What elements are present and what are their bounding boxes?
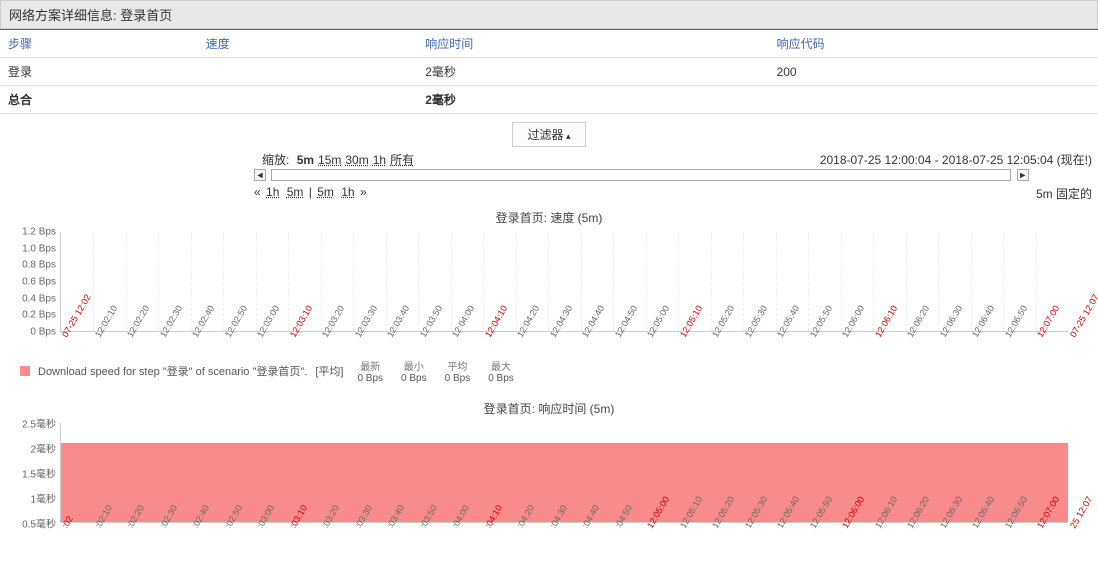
col-step[interactable]: 步骤 [0,30,198,58]
shift-opt[interactable]: 1h [266,185,279,199]
zoom-label: 缩放: [262,153,289,167]
y-tick: 0.6 Bps [22,277,56,288]
y-tick: 0 Bps [30,327,56,338]
minimap-track[interactable] [271,169,1011,181]
y-tick: 1.0 Bps [22,243,56,254]
chart-resptime: 登录首页: 响应时间 (5m) 2.5毫秒2毫秒1.5毫秒1毫秒0.5毫秒 :0… [0,394,1098,545]
cell-resptime: 2毫秒 [417,58,768,86]
page-title: 网络方案详细信息: 登录首页 [9,8,172,23]
filter-button[interactable]: 过滤器 [512,122,585,147]
y-tick: 0.8 Bps [22,260,56,271]
cell-resptime: 2毫秒 [417,86,768,114]
nav-left-icon[interactable]: ◄ [254,169,266,181]
y-tick: 1毫秒 [30,491,56,506]
cell-respcode: 200 [769,58,1098,86]
shift-opt[interactable]: 5m [287,185,304,199]
cell-respcode [769,86,1098,114]
y-tick: 2.5毫秒 [22,416,56,431]
fixed-label: 5m 固定的 [1036,185,1092,202]
table-row-total: 总合 2毫秒 [0,86,1098,114]
shift-opt[interactable]: 5m [317,185,334,199]
zoom-option[interactable]: 5m [297,153,314,167]
y-tick: 0.2 Bps [22,310,56,321]
cell-speed [198,58,418,86]
legend-swatch [20,366,30,376]
time-range: 2018-07-25 12:00:04 - 2018-07-25 12:05:0… [820,151,1092,168]
col-speed[interactable]: 速度 [198,30,418,58]
y-tick: 1.2 Bps [22,227,56,238]
minimap-row: ◄ ► [0,167,1098,185]
table-row: 登录 2毫秒 200 [0,58,1098,86]
shift-row: « 1h 5m | 5m 1h » 5m 固定的 [0,185,1098,203]
shift-right-arrows[interactable]: » [360,185,367,199]
chart-title: 登录首页: 响应时间 (5m) [10,400,1088,417]
x-tick: 07-25 12:07 [1068,292,1098,339]
cell-step: 总合 [0,86,198,114]
zoom-option[interactable]: 15m [318,153,341,167]
y-tick: 0.5毫秒 [22,516,56,531]
nav-right-icon[interactable]: ► [1017,169,1029,181]
chart-speed: 登录首页: 速度 (5m) 1.2 Bps 1.0 Bps 0.8 Bps 0.6 B… [0,203,1098,354]
zoom-option[interactable]: 所有 [390,153,414,167]
zoom-option[interactable]: 30m [345,153,368,167]
col-respcode[interactable]: 响应代码 [769,30,1098,58]
col-resptime[interactable]: 响应时间 [417,30,768,58]
cell-step: 登录 [0,58,198,86]
y-tick: 1.5毫秒 [22,466,56,481]
shift-left-arrows[interactable]: « [254,185,261,199]
x-tick: 25 12:07 [1068,495,1094,530]
shift-sep: | [309,185,312,199]
details-table: 步骤 速度 响应时间 响应代码 登录 2毫秒 200 总合 2毫秒 [0,29,1098,114]
page-title-bar: 网络方案详细信息: 登录首页 [0,0,1098,29]
shift-opt[interactable]: 1h [341,185,354,199]
zoom-option[interactable]: 1h [373,153,386,167]
cell-speed [198,86,418,114]
y-tick: 2毫秒 [30,441,56,456]
filter-row: 过滤器 [0,114,1098,151]
y-tick: 0.4 Bps [22,293,56,304]
chart-title: 登录首页: 速度 (5m) [10,209,1088,226]
zoom-row: 缩放: 5m 15m 30m 1h 所有 2018-07-25 12:00:04 - 2… [0,151,1098,167]
